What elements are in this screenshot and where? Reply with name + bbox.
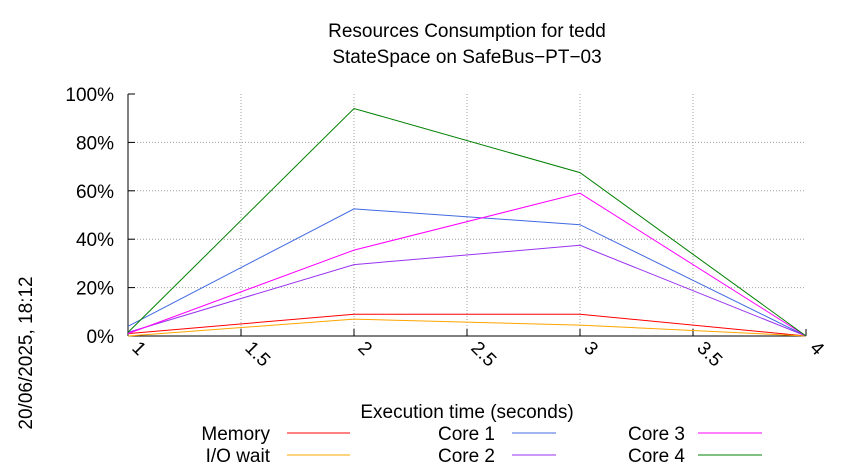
y-tick-label: 40%: [76, 230, 114, 251]
y-tick-label: 100%: [65, 85, 114, 106]
series-line: [127, 244, 807, 337]
series-line: [127, 192, 807, 337]
series-line: [127, 208, 807, 337]
x-tick-label: 3.5: [692, 338, 726, 372]
legend-label: Core 2: [438, 446, 495, 467]
x-tick-label: 1.5: [240, 338, 274, 372]
chart-title-line-1: Resources Consumption for tedd: [328, 21, 606, 42]
legend-label: Memory: [201, 424, 270, 445]
legend-label: I/O wait: [206, 446, 271, 467]
series-line: [127, 107, 807, 337]
y-tick-label: 60%: [76, 182, 114, 203]
chart-title-line-2: StateSpace on SafeBus−PT−03: [332, 47, 601, 68]
y-tick-label: 80%: [76, 133, 114, 154]
x-tick-label: 2.5: [466, 338, 500, 372]
legend-label: Core 4: [628, 446, 685, 467]
legend-label: Core 3: [628, 424, 685, 445]
x-tick-label: 3: [579, 338, 601, 360]
y-tick-label: 0%: [87, 327, 115, 348]
y-tick-label: 20%: [76, 279, 114, 300]
series-line: [127, 313, 807, 337]
legend-label: Core 1: [438, 424, 495, 445]
axes: 0% 20% 40% 60% 80% 100% 1 1.5 2 2.5 3 3.5 4: [65, 85, 828, 371]
x-axis-label: Execution time (seconds): [360, 402, 573, 423]
grid: [128, 94, 806, 336]
timestamp-label: 20/06/2025, 18:12: [16, 276, 37, 429]
x-tick-label: 1: [127, 338, 149, 360]
x-tick-label: 2: [353, 338, 375, 360]
x-tick-label: 4: [805, 338, 828, 361]
series-lines: [127, 107, 807, 337]
series-line: [127, 318, 807, 337]
